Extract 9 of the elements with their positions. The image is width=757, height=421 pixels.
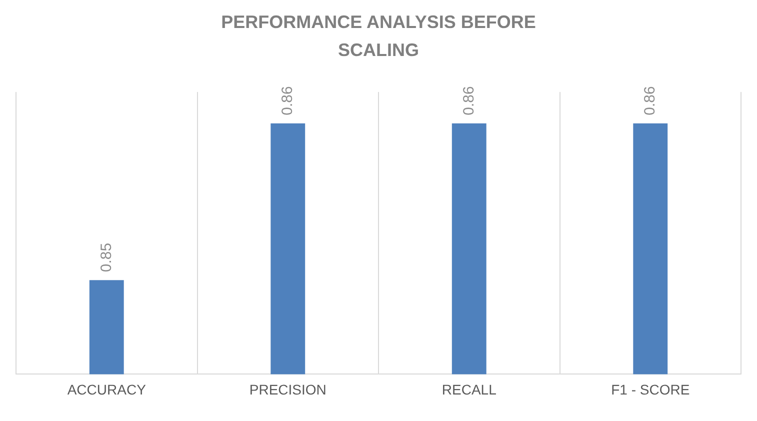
data-label: 0.86 <box>460 86 478 116</box>
data-label: 0.85 <box>98 242 115 272</box>
x-tick-label: F1 - SCORE <box>611 381 690 398</box>
chart-title: PERFORMANCE ANALYSIS BEFORE SCALING <box>220 11 537 62</box>
data-label: 0.86 <box>279 86 296 116</box>
x-tick-label: RECALL <box>442 381 497 398</box>
x-tick-label: PRECISION <box>249 381 326 398</box>
x-tick-label: ACCURACY <box>67 381 147 398</box>
data-label: 0.86 <box>642 86 659 116</box>
